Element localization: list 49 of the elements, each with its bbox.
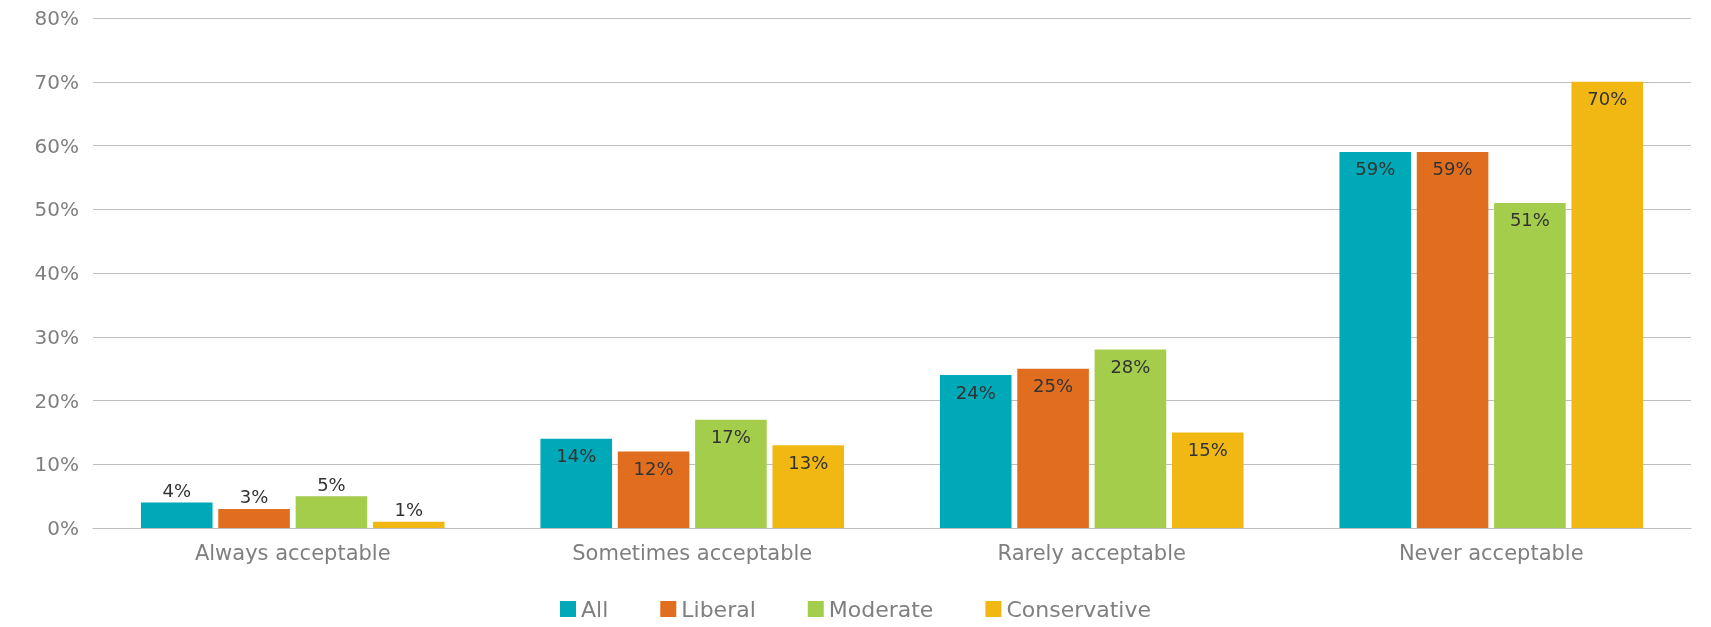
data-label: 59% <box>1355 158 1396 180</box>
y-tick-label: 20% <box>34 388 79 413</box>
y-tick-label: 30% <box>34 324 79 349</box>
y-tick-label: 50% <box>34 197 79 222</box>
bar <box>1339 151 1412 528</box>
y-tick-label: 70% <box>34 69 79 94</box>
bar <box>617 451 690 528</box>
bar <box>1094 349 1167 528</box>
bar <box>1571 81 1644 528</box>
bar <box>540 438 613 528</box>
data-label: 5% <box>317 473 346 495</box>
bar <box>1171 432 1244 528</box>
y-tick-label: 0% <box>47 516 79 540</box>
data-label: 70% <box>1587 88 1628 110</box>
x-tick-label: Sometimes acceptable <box>572 540 813 565</box>
data-label: 12% <box>633 458 674 479</box>
data-label: 24% <box>955 381 996 403</box>
x-tick-label: Never acceptable <box>1398 540 1584 565</box>
data-label: 28% <box>1110 356 1151 377</box>
legend-label: Conservative <box>1006 596 1152 622</box>
x-tick-label: Always acceptable <box>194 540 391 565</box>
data-label: 15% <box>1187 438 1228 460</box>
y-tick-label: 80% <box>34 6 79 30</box>
legend-label: Moderate <box>828 596 934 622</box>
legend-label: All <box>580 596 609 622</box>
y-tick-label: 10% <box>34 452 79 477</box>
data-label: 14% <box>556 445 597 467</box>
bar <box>695 419 767 528</box>
x-tick-label: Rarely acceptable <box>997 540 1186 565</box>
data-label: 3% <box>239 486 269 508</box>
y-tick-label: 60% <box>34 133 79 158</box>
bar <box>772 445 845 528</box>
bar <box>1416 151 1489 528</box>
legend-label: Liberal <box>681 596 756 622</box>
bar <box>140 502 213 528</box>
bar <box>939 375 1012 528</box>
data-label: 59% <box>1432 158 1473 180</box>
data-label: 51% <box>1509 209 1550 231</box>
bar <box>295 496 368 528</box>
data-label: 17% <box>710 426 751 448</box>
bar <box>1017 368 1089 528</box>
bar <box>372 521 445 528</box>
y-tick-label: 40% <box>34 261 79 285</box>
data-label: 25% <box>1033 375 1074 397</box>
data-label: 1% <box>394 499 424 521</box>
data-label: 13% <box>788 451 829 473</box>
data-label: 4% <box>162 480 192 501</box>
bar <box>218 508 290 528</box>
bar <box>1494 202 1566 528</box>
